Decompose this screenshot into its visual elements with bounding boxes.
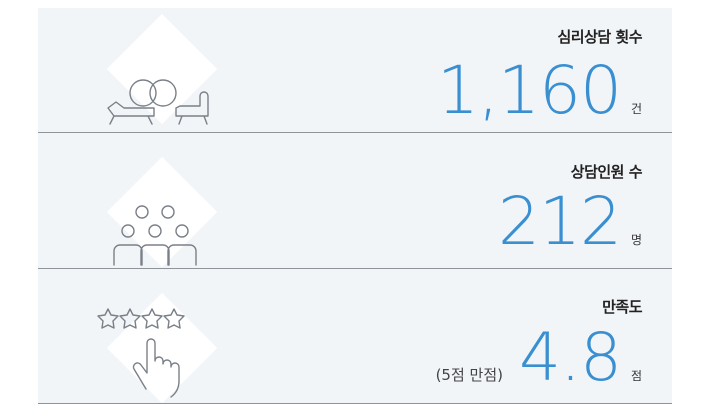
diamond xyxy=(106,13,218,125)
stat-row: 심리상담 횟수 1,160 건 xyxy=(38,8,672,133)
stat-value: 212 xyxy=(497,183,622,260)
sofa xyxy=(107,101,155,125)
head xyxy=(121,224,135,238)
stat-unit: 점 xyxy=(630,369,642,383)
head xyxy=(148,224,162,238)
head xyxy=(161,205,175,219)
chair xyxy=(175,91,209,125)
stat-value: 4.8 xyxy=(518,319,622,396)
counseling-icon xyxy=(106,13,218,125)
stat-label: 상담인원 수 xyxy=(570,163,643,181)
hand xyxy=(132,338,180,398)
stat-label: 심리상담 횟수 xyxy=(557,28,642,46)
stars xyxy=(97,308,185,329)
stat-value: 1,160 xyxy=(437,52,622,129)
stat-unit: 건 xyxy=(630,102,642,116)
stat-note: (5점 만점) xyxy=(435,366,503,384)
ring xyxy=(149,79,177,107)
stat-value-line: 212 명 xyxy=(498,189,642,255)
ring xyxy=(129,79,157,107)
bodies xyxy=(113,244,197,266)
diamond xyxy=(106,292,218,403)
head xyxy=(175,224,189,238)
rating-icon xyxy=(97,292,218,403)
stat-label: 만족도 xyxy=(602,298,642,316)
stat-row: 상담인원 수 212 명 xyxy=(38,133,672,269)
people-icon xyxy=(106,156,218,268)
head xyxy=(135,205,149,219)
stat-unit: 명 xyxy=(630,233,642,247)
stat-value-line: (5점 만점) 4.8 점 xyxy=(436,325,642,391)
stat-value-line: 1,160 건 xyxy=(437,58,642,124)
stats-panel: 심리상담 횟수 1,160 건 상담인원 수 212 명 만족도 (5 xyxy=(38,8,672,404)
stat-row: 만족도 (5점 만점) 4.8 점 xyxy=(38,269,672,404)
